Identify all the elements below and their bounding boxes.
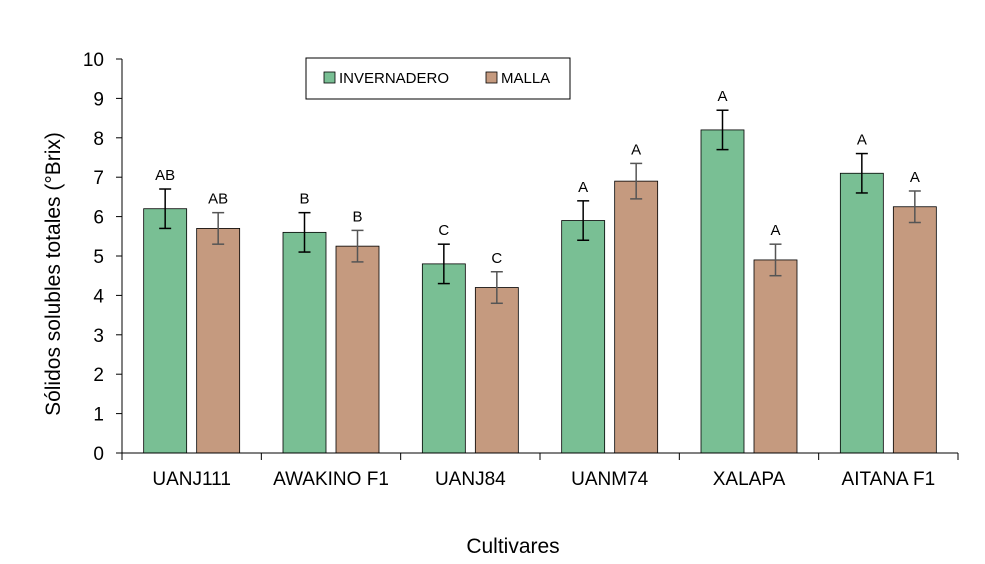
x-category-label: AITANA F1 <box>842 469 936 490</box>
significance-label: AB <box>208 191 228 208</box>
significance-label: A <box>770 222 780 239</box>
x-category-label: UANJ111 <box>152 469 231 490</box>
x-category-label: AWAKINO F1 <box>273 469 389 490</box>
legend-swatch-malla <box>485 71 498 84</box>
y-tick-label: 10 <box>83 50 104 71</box>
y-tick-label: 1 <box>93 405 104 426</box>
significance-label: A <box>631 141 641 158</box>
y-tick-label: 9 <box>93 89 104 110</box>
legend-label-malla: MALLA <box>501 70 550 87</box>
x-category-label: UANM74 <box>571 469 649 490</box>
bar-invernadero <box>700 129 745 454</box>
y-tick-label: 7 <box>93 168 104 189</box>
y-tick-label: 4 <box>93 286 104 307</box>
x-axis: UANJ111 AWAKINO F1 UANJ84 UANM74 XALAPA AITAN… <box>121 452 959 490</box>
y-tick-label: 3 <box>93 326 104 347</box>
y-tick-label: 5 <box>93 247 104 268</box>
bar-invernadero <box>282 231 327 454</box>
y-tick-label: 6 <box>93 208 104 229</box>
legend: INVERNADERO MALLA <box>305 57 571 100</box>
significance-label: AB <box>155 167 175 184</box>
significance-label: C <box>491 250 502 267</box>
x-category-label: UANJ84 <box>435 469 506 490</box>
bar-invernadero <box>143 208 188 454</box>
y-tick-label: 8 <box>93 129 104 150</box>
bar-invernadero <box>839 172 884 454</box>
bar-malla <box>753 259 798 454</box>
significance-label: A <box>717 88 727 105</box>
y-tick-label: 2 <box>93 365 104 386</box>
significance-label: B <box>299 191 309 208</box>
bars: AB B C A A A AB B C A A A <box>143 88 937 454</box>
y-axis-title: Sólidos solubles totales (°Brix) <box>42 132 65 416</box>
significance-label: C <box>438 222 449 239</box>
significance-label: A <box>910 169 920 186</box>
significance-label: A <box>857 132 867 149</box>
bar-malla <box>892 206 937 454</box>
significance-label: B <box>352 208 362 225</box>
bar-invernadero <box>421 263 466 454</box>
significance-label: A <box>578 179 588 196</box>
y-axis: 0 1 2 3 4 5 6 7 8 9 10 <box>83 50 123 465</box>
x-axis-title: Cultivares <box>466 535 559 558</box>
legend-label-invernadero: INVERNADERO <box>339 70 449 87</box>
bar-malla <box>196 228 241 454</box>
bar-malla <box>474 287 519 454</box>
bar-malla <box>335 245 380 454</box>
legend-box <box>305 57 571 100</box>
bar-invernadero <box>561 220 606 454</box>
x-category-label: XALAPA <box>713 469 786 490</box>
y-tick-label: 0 <box>93 444 104 465</box>
bar-malla <box>614 180 659 454</box>
legend-swatch-invernadero <box>323 71 336 84</box>
